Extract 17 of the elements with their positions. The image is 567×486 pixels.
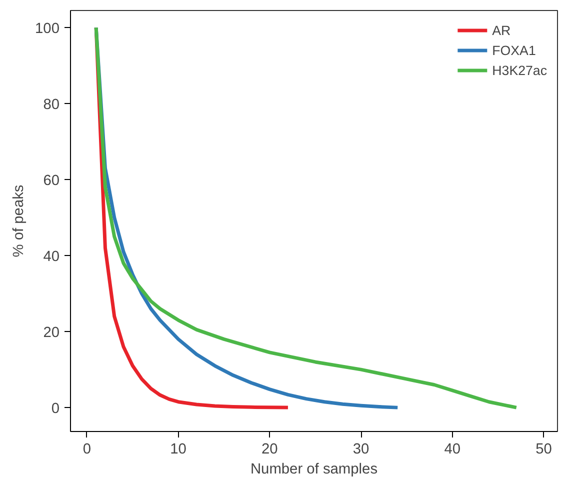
legend-label: FOXA1	[492, 42, 536, 58]
x-tick-label: 50	[536, 442, 552, 458]
legend-label: AR	[492, 22, 512, 38]
y-tick-label: 0	[51, 401, 60, 418]
legend-label: H3K27ac	[492, 62, 547, 78]
y-tick-label: 40	[43, 249, 60, 266]
x-tick-label: 30	[352, 442, 370, 458]
x-tick-label: 40	[444, 442, 461, 458]
x-axis-title: Number of samples	[250, 462, 378, 478]
y-tick-label: 100	[35, 21, 60, 38]
y-tick-label: 60	[43, 173, 60, 190]
x-tick-label: 20	[262, 442, 278, 458]
y-axis-title: % of peaks	[11, 184, 28, 258]
x-tick-label: 10	[170, 442, 186, 458]
y-tick-label: 20	[43, 325, 60, 342]
x-tick-label: 0	[82, 442, 92, 458]
y-tick-label: 80	[43, 97, 60, 114]
